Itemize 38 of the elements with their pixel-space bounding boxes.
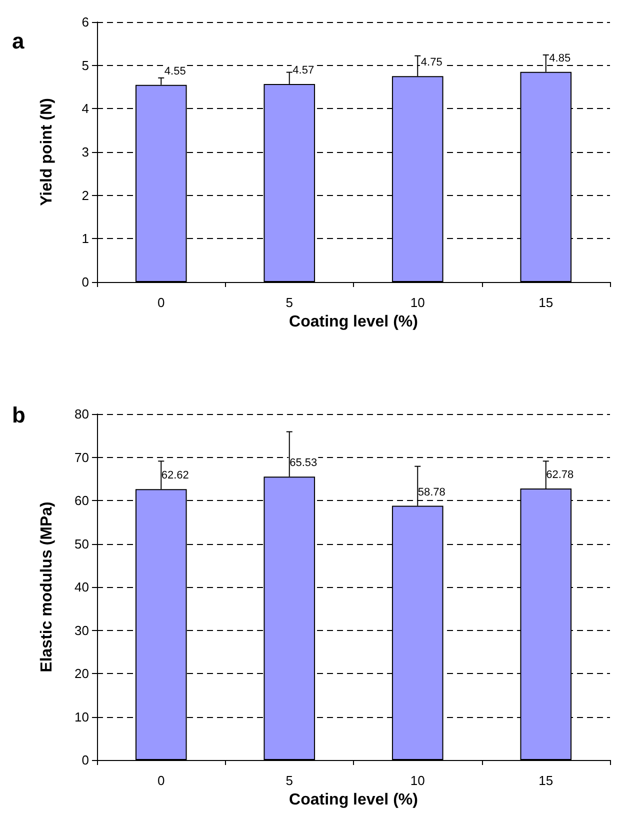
x-tick-label: 15: [538, 773, 554, 788]
data-label: 4.85: [549, 52, 571, 64]
y-tick-label: 20: [74, 666, 89, 681]
y-tick-label: 0: [82, 752, 89, 768]
data-label: 65.53: [290, 457, 318, 470]
y-tick-label: 40: [74, 580, 89, 594]
data-label: 58.78: [418, 486, 446, 498]
y-tick-label: 6: [82, 14, 89, 30]
y-tick-label: 4: [82, 101, 89, 116]
x-tick-label: 10: [410, 295, 425, 310]
x-tick-label: 5: [286, 295, 293, 310]
x-tick-label: 0: [158, 295, 165, 310]
y-tick-label: 3: [82, 144, 89, 160]
y-axis-title: Elastic modulus (MPa): [38, 502, 56, 672]
y-tick-label: 50: [74, 536, 89, 552]
y-tick-label: 1: [82, 231, 89, 246]
y-tick-label: 60: [74, 493, 89, 508]
x-axis-title: Coating level (%): [289, 314, 418, 330]
data-label: 62.78: [546, 468, 574, 481]
y-tick-label: 30: [74, 622, 89, 638]
y-tick-label: 80: [74, 406, 89, 422]
y-tick-label: 70: [74, 450, 89, 465]
x-tick-label: 15: [538, 295, 554, 310]
y-axis-title: Yield point (N): [38, 98, 56, 206]
x-tick-label: 0: [158, 773, 165, 788]
x-tick-label: 10: [410, 773, 425, 788]
data-label: 4.57: [292, 64, 314, 76]
y-tick-label: 0: [82, 274, 89, 290]
data-label: 4.55: [164, 65, 186, 78]
x-axis-title: Coating level (%): [289, 791, 418, 808]
text: a: [12, 28, 25, 54]
y-tick-label: 5: [82, 58, 89, 73]
text: b: [12, 402, 26, 428]
data-label: 4.75: [420, 56, 442, 69]
y-tick-label: 2: [82, 188, 89, 203]
y-tick-label: 10: [74, 709, 89, 724]
x-tick-label: 5: [286, 773, 293, 788]
data-label: 62.62: [161, 470, 189, 482]
